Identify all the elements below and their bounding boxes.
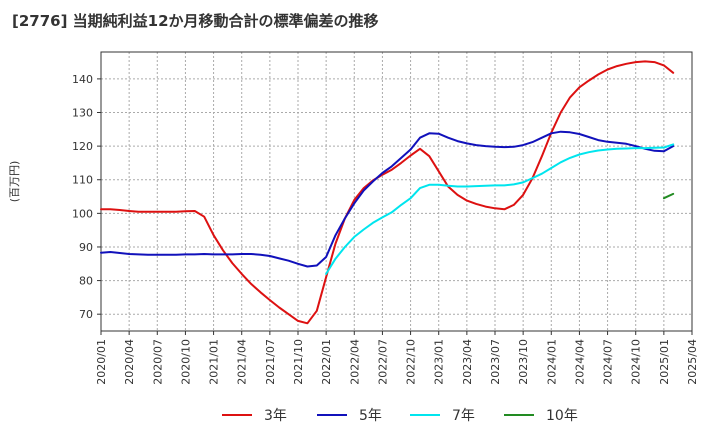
y-axis-title: (百万円) [8, 161, 21, 203]
x-tick-label: 2023/10 [517, 339, 530, 385]
x-tick-label: 2021/01 [208, 339, 221, 385]
x-tick-label: 2022/01 [320, 339, 333, 385]
plot-border [100, 51, 693, 332]
y-tick-label: 70 [79, 308, 93, 321]
y-tick-label: 110 [72, 174, 93, 187]
x-tick-label: 2021/10 [292, 339, 305, 385]
plot-area [101, 52, 692, 331]
y-tick-label: 120 [72, 140, 93, 153]
y-tick-label: 130 [72, 107, 93, 120]
x-tick-label: 2021/07 [264, 339, 277, 385]
legend: 3年 5年 7年 10年 [222, 408, 578, 424]
x-tick-label: 2024/07 [602, 339, 615, 385]
x-tick-label: 2020/07 [151, 339, 164, 385]
series-lines [100, 60, 675, 325]
y-tick-label: 90 [79, 241, 93, 254]
x-tick-label: 2024/01 [545, 339, 558, 385]
series-line-3 [325, 143, 675, 275]
x-tick-label: 2021/04 [236, 339, 249, 385]
legend-label-2: 5年 [359, 408, 382, 424]
x-tick-label: 2024/10 [630, 339, 643, 385]
x-tick-label: 2020/01 [95, 339, 108, 385]
series-line-2 [100, 130, 675, 268]
x-tick-label: 2025/01 [658, 339, 671, 385]
y-tick-label: 100 [72, 207, 93, 220]
chart-title: [2776] 当期純利益12か月移動合計の標準偏差の推移 [12, 12, 379, 30]
x-tick-label: 2020/04 [123, 339, 136, 385]
x-tick-label: 2022/04 [348, 339, 361, 385]
series-line-1 [100, 60, 675, 325]
legend-label-4: 10年 [546, 408, 578, 424]
legend-label-3: 7年 [452, 408, 475, 424]
x-tick-label: 2022/10 [405, 339, 418, 385]
x-tick-label: 2020/10 [179, 339, 192, 385]
x-tick-label: 2025/04 [686, 339, 699, 385]
x-tick-label: 2023/07 [489, 339, 502, 385]
x-tick-label: 2023/01 [433, 339, 446, 385]
series-line-4 [662, 192, 675, 200]
x-axis: 2020/01 2020/04 2020/07 2020/10 2021/01 2021/… [95, 331, 699, 385]
y-axis: 70 80 90 100 110 120 130 140 [72, 73, 101, 321]
y-tick-label: 140 [72, 73, 93, 86]
legend-label-1: 3年 [264, 408, 287, 424]
y-tick-label: 80 [79, 275, 93, 288]
x-tick-label: 2024/04 [573, 339, 586, 385]
x-tick-label: 2022/07 [376, 339, 389, 385]
x-tick-label: 2023/04 [461, 339, 474, 385]
